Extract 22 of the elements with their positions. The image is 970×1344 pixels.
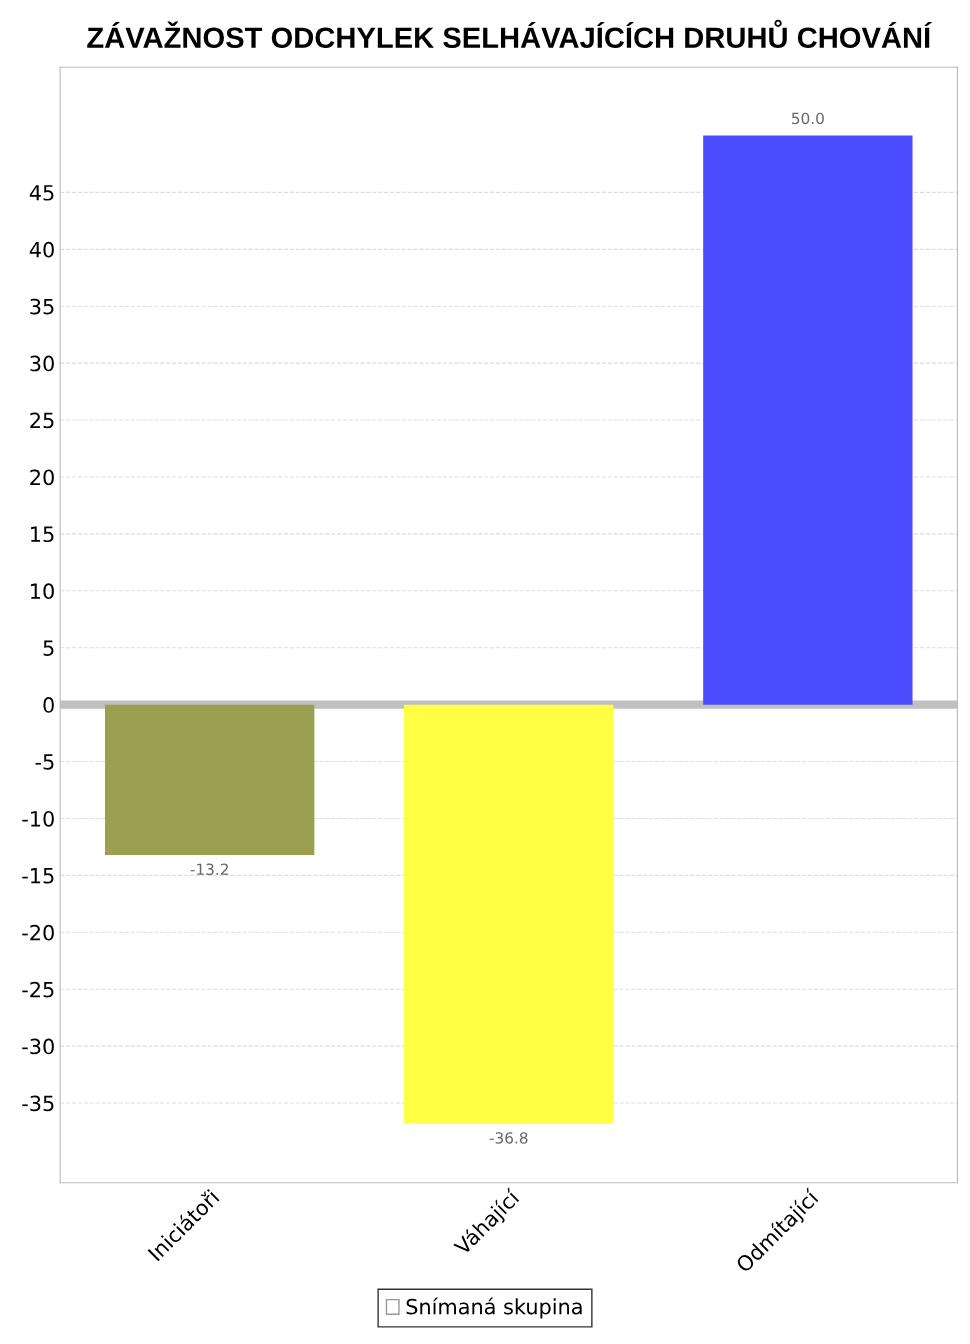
y-tick-label: 40: [29, 241, 54, 258]
y-tick-label: 0: [43, 697, 54, 713]
y-tick-label: -20: [22, 924, 54, 941]
data-label: -36.8: [489, 1132, 528, 1144]
y-tick-label: -10: [22, 810, 54, 827]
y-tick-label: 25: [30, 412, 54, 429]
y-tick-label: 45: [29, 185, 54, 201]
text: Snímaná skupina: [406, 1297, 582, 1319]
data-label: 50.0: [792, 112, 824, 125]
y-tick-label: 5: [43, 640, 54, 656]
y-tick-label: 30: [30, 355, 54, 372]
y-tick-label: 15: [31, 526, 54, 543]
y-tick-label: -25: [22, 981, 54, 998]
y-tick-label: 10: [31, 583, 54, 600]
y-tick-label: 35: [30, 298, 54, 315]
chart-title: ZÁVAŽNOST ODCHYLEK SELHÁVAJÍCÍCH DRUHŮ CHOVÁNÍ: [87, 19, 932, 49]
y-tick-label: -30: [22, 1038, 54, 1055]
y-tick-label: 20: [30, 469, 54, 486]
y-tick-label: -15: [22, 868, 54, 884]
y-tick-label: -5: [35, 754, 54, 770]
data-label: -13.2: [190, 863, 228, 876]
y-tick-label: -35: [22, 1095, 54, 1112]
